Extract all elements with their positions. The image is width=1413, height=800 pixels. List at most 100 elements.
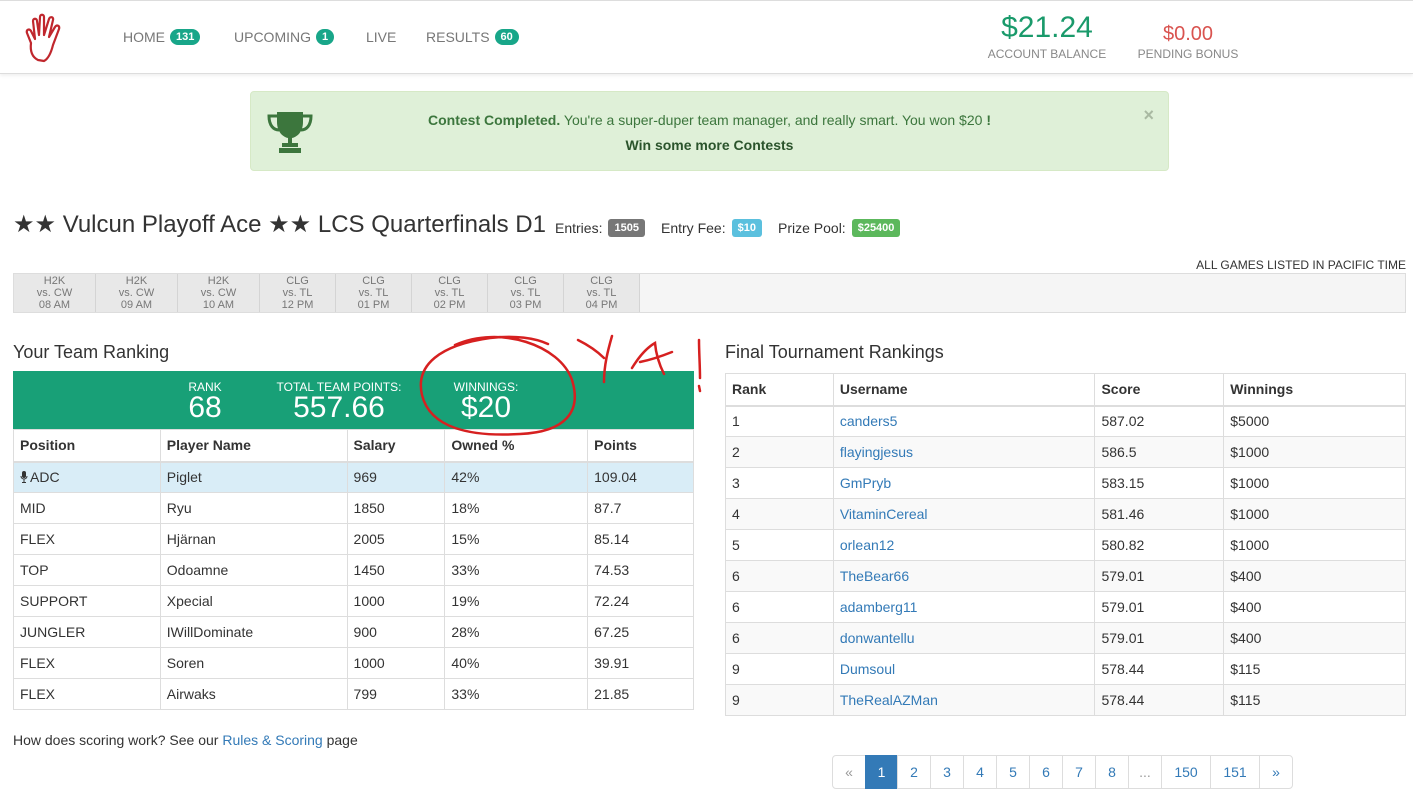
position-cell: MID bbox=[13, 492, 161, 524]
page-3[interactable]: 3 bbox=[930, 755, 964, 789]
timezone-note: ALL GAMES LISTED IN PACIFIC TIME bbox=[1196, 258, 1406, 272]
table-row: 1 canders5 587.02 $5000 bbox=[725, 405, 1406, 437]
points: 74.53 bbox=[587, 554, 694, 586]
nav-results[interactable]: RESULTS 60 bbox=[426, 29, 519, 45]
player-name: Xpecial bbox=[159, 585, 348, 617]
page-8[interactable]: 8 bbox=[1095, 755, 1129, 789]
team-summary-banner: RANK 68 TOTAL TEAM POINTS: 557.66 WINNIN… bbox=[13, 371, 694, 429]
rank-cell: 4 bbox=[725, 498, 834, 530]
score-cell: 580.82 bbox=[1094, 529, 1225, 561]
vulcan-salute-logo-icon[interactable] bbox=[24, 13, 64, 63]
nav-live[interactable]: LIVE bbox=[366, 29, 396, 45]
table-row[interactable]: TOP Odoamne 1450 33% 74.53 bbox=[13, 554, 694, 586]
rules-scoring-link[interactable]: Rules & Scoring bbox=[222, 732, 323, 748]
game-tile[interactable]: CLG vs. TL 03 PM bbox=[488, 274, 564, 312]
position-cell: TOP bbox=[13, 554, 161, 586]
player-name: IWillDominate bbox=[159, 616, 348, 648]
username-link[interactable]: VitaminCereal bbox=[839, 506, 928, 522]
page-2[interactable]: 2 bbox=[897, 755, 931, 789]
game-tile[interactable]: H2K vs. CW 10 AM bbox=[178, 274, 260, 312]
score-cell: 579.01 bbox=[1094, 622, 1225, 654]
page-151[interactable]: 151 bbox=[1210, 755, 1260, 789]
table-row[interactable]: ADC Piglet 969 42% 109.04 bbox=[13, 461, 694, 493]
points: 21.85 bbox=[587, 678, 694, 710]
column-header: Points bbox=[587, 429, 694, 463]
pending-bonus-amount: $0.00 bbox=[1162, 23, 1214, 45]
player-name: Hjärnan bbox=[159, 523, 348, 555]
table-row[interactable]: JUNGLER IWillDominate 900 28% 67.25 bbox=[13, 616, 694, 648]
close-icon[interactable]: × bbox=[1143, 105, 1154, 125]
username-link[interactable]: orlean12 bbox=[839, 537, 895, 553]
game-time: 03 PM bbox=[509, 299, 542, 311]
page-4[interactable]: 4 bbox=[963, 755, 997, 789]
username-link[interactable]: TheRealAZMan bbox=[839, 692, 938, 708]
nav-home[interactable]: HOME 131 bbox=[123, 29, 201, 45]
position-cell: SUPPORT bbox=[13, 585, 161, 617]
game-vs: vs. TL bbox=[510, 287, 541, 299]
winnings-cell: $1000 bbox=[1223, 467, 1406, 499]
game-tile[interactable]: CLG vs. TL 02 PM bbox=[412, 274, 488, 312]
page-5[interactable]: 5 bbox=[996, 755, 1030, 789]
table-row[interactable]: FLEX Hjärnan 2005 15% 85.14 bbox=[13, 523, 694, 555]
game-tile[interactable]: H2K vs. CW 08 AM bbox=[14, 274, 96, 312]
score-cell: 579.01 bbox=[1094, 591, 1225, 623]
game-tile[interactable]: CLG vs. TL 12 PM bbox=[260, 274, 336, 312]
score-cell: 581.46 bbox=[1094, 498, 1225, 530]
game-home: CLG bbox=[514, 275, 537, 287]
game-tile[interactable]: CLG vs. TL 01 PM bbox=[336, 274, 412, 312]
username-link[interactable]: flayingjesus bbox=[839, 444, 913, 460]
table-row: 6 adamberg11 579.01 $400 bbox=[725, 591, 1406, 623]
entries-badge: 1505 bbox=[608, 219, 645, 237]
winnings-cell: $1000 bbox=[1223, 498, 1406, 530]
pending-bonus: $0.00 PENDING BONUS bbox=[1137, 23, 1239, 61]
column-header: Rank bbox=[725, 373, 834, 407]
alert-message: Contest Completed. You're a super-duper … bbox=[251, 112, 1168, 128]
game-tile[interactable]: CLG vs. TL 04 PM bbox=[564, 274, 640, 312]
account-balance-label: ACCOUNT BALANCE bbox=[987, 47, 1107, 61]
prize-pool-info: Prize Pool: $25400 bbox=[778, 219, 901, 237]
microphone-icon bbox=[20, 471, 28, 484]
column-header: Position bbox=[13, 429, 161, 463]
nav-live-label: LIVE bbox=[366, 29, 397, 45]
footnote-before: How does scoring work? See our bbox=[13, 732, 223, 748]
position-cell: FLEX bbox=[13, 523, 161, 555]
winnings-cell: $400 bbox=[1223, 622, 1406, 654]
position-cell: FLEX bbox=[13, 647, 161, 679]
position-label: ADC bbox=[30, 469, 60, 486]
contest-completed-alert: Contest Completed. You're a super-duper … bbox=[250, 91, 1169, 171]
username-link[interactable]: Dumsoul bbox=[839, 661, 896, 677]
points: 85.14 bbox=[587, 523, 694, 555]
page-1[interactable]: 1 bbox=[865, 755, 898, 789]
page-7[interactable]: 7 bbox=[1062, 755, 1096, 789]
player-name: Ryu bbox=[159, 492, 348, 524]
username-link[interactable]: TheBear66 bbox=[839, 568, 910, 584]
team-ranking-title: Your Team Ranking bbox=[13, 342, 170, 362]
page-next[interactable]: » bbox=[1259, 755, 1293, 789]
page-6[interactable]: 6 bbox=[1029, 755, 1063, 789]
game-time: 04 PM bbox=[585, 299, 618, 311]
salary: 1000 bbox=[346, 585, 446, 617]
username-link[interactable]: donwantellu bbox=[839, 630, 915, 646]
account-balance: $21.24 ACCOUNT BALANCE bbox=[987, 11, 1107, 61]
page-prev[interactable]: « bbox=[832, 755, 866, 789]
nav-home-badge: 131 bbox=[170, 29, 201, 45]
footnote-after: page bbox=[322, 732, 358, 748]
username-link[interactable]: GmPryb bbox=[839, 475, 892, 491]
game-tile[interactable]: H2K vs. CW 09 AM bbox=[96, 274, 178, 312]
table-row[interactable]: SUPPORT Xpecial 1000 19% 72.24 bbox=[13, 585, 694, 617]
prize-pool-badge: $25400 bbox=[851, 219, 901, 237]
username-link[interactable]: canders5 bbox=[839, 413, 898, 430]
table-row[interactable]: FLEX Airwaks 799 33% 21.85 bbox=[13, 678, 694, 710]
player-name: Odoamne bbox=[159, 554, 348, 586]
player-name: Airwaks bbox=[159, 678, 348, 710]
game-home: H2K bbox=[125, 275, 148, 287]
nav-upcoming[interactable]: UPCOMING 1 bbox=[234, 29, 335, 45]
table-row[interactable]: FLEX Soren 1000 40% 39.91 bbox=[13, 647, 694, 679]
position-cell: JUNGLER bbox=[13, 616, 161, 648]
username-link[interactable]: adamberg11 bbox=[839, 599, 918, 615]
table-row[interactable]: MID Ryu 1850 18% 87.7 bbox=[13, 492, 694, 524]
rank-cell: 6 bbox=[725, 591, 834, 623]
pagination: « 1 2 3 4 5 6 7 8 ... 150 151 » bbox=[832, 755, 1293, 789]
page-150[interactable]: 150 bbox=[1161, 755, 1211, 789]
win-more-contests-link[interactable]: Win some more Contests bbox=[625, 137, 794, 153]
